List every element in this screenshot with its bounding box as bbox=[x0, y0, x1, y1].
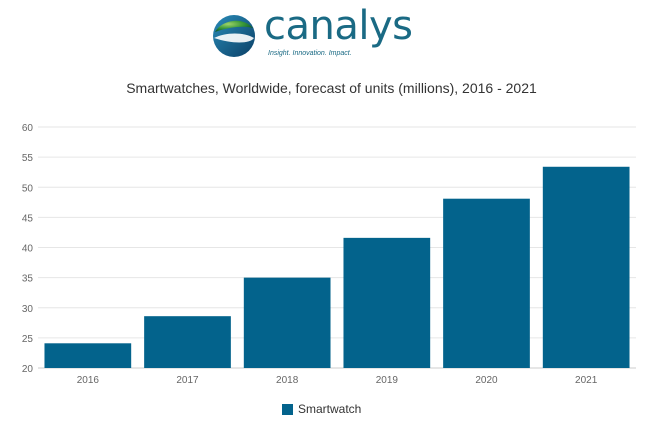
bar-2016[interactable] bbox=[44, 343, 132, 368]
bar-2020[interactable] bbox=[443, 198, 530, 368]
globe-icon bbox=[213, 15, 255, 57]
bar-2017[interactable] bbox=[144, 316, 231, 368]
bar-2021[interactable] bbox=[542, 166, 630, 368]
y-tick-label: 50 bbox=[22, 183, 34, 194]
y-tick-label: 35 bbox=[22, 274, 34, 285]
y-tick-label: 40 bbox=[22, 244, 34, 255]
y-tick-label: 55 bbox=[22, 153, 34, 164]
x-tick-label: 2018 bbox=[276, 375, 299, 386]
chart-title: Smartwatches, Worldwide, forecast of uni… bbox=[126, 80, 537, 96]
legend[interactable]: Smartwatch bbox=[282, 402, 361, 416]
canalys-logo: canalys Insight. Innovation. Impact. bbox=[212, 6, 413, 60]
y-tick-label: 30 bbox=[22, 304, 34, 315]
logo-wordmark: canalys bbox=[264, 3, 413, 49]
logo-tagline: Insight. Innovation. Impact. bbox=[268, 50, 352, 57]
x-tick-label: 2017 bbox=[176, 375, 199, 386]
y-tick-label: 45 bbox=[22, 213, 34, 224]
x-tick-label: 2020 bbox=[475, 375, 498, 386]
x-tick-label: 2019 bbox=[376, 375, 399, 386]
legend-label: Smartwatch bbox=[298, 402, 362, 416]
bar-2018[interactable] bbox=[243, 277, 331, 368]
bar-2019[interactable] bbox=[343, 237, 431, 368]
y-tick-label: 60 bbox=[22, 123, 34, 134]
legend-swatch bbox=[282, 403, 293, 415]
y-tick-label: 20 bbox=[22, 364, 34, 375]
x-tick-label: 2016 bbox=[77, 375, 100, 386]
x-tick-label: 2021 bbox=[575, 375, 598, 386]
y-tick-label: 25 bbox=[22, 334, 34, 345]
